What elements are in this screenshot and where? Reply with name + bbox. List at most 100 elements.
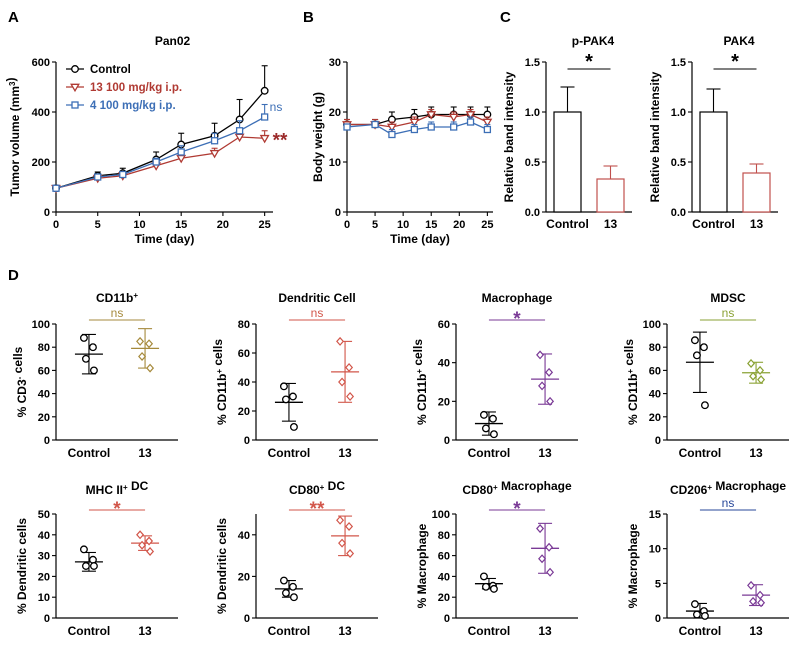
significance-label: ns <box>722 306 735 320</box>
data-point <box>538 554 547 564</box>
label-part: DC <box>324 479 345 493</box>
data-point <box>288 582 297 591</box>
y-tick-label: 30 <box>329 57 341 69</box>
data-point <box>757 375 766 385</box>
data-point <box>260 86 269 95</box>
data-point <box>749 596 758 606</box>
y-tick-label: 80 <box>438 530 450 542</box>
data-point <box>536 350 545 360</box>
y-tick-label: 20 <box>38 412 50 424</box>
x-tick-label: 0 <box>53 219 59 231</box>
y-tick-label: 0.5 <box>525 157 540 169</box>
data-point <box>700 611 709 620</box>
data-point <box>386 123 397 133</box>
label-superscript: + <box>215 369 224 374</box>
label-part: Macrophage <box>712 479 786 493</box>
y-axis-label: Tumor volume (mm3) <box>4 78 22 197</box>
y-tick-label: 0 <box>44 435 50 447</box>
y-tick-label: 0.0 <box>525 207 540 219</box>
y-tick-label: 60 <box>649 365 661 377</box>
category-label: Control <box>268 624 311 638</box>
chart-title: CD11b+ <box>96 291 138 305</box>
data-point <box>388 130 396 139</box>
data-point <box>279 576 288 585</box>
bar <box>596 178 625 213</box>
data-point <box>338 377 347 387</box>
data-point <box>79 333 88 342</box>
data-point <box>481 582 490 591</box>
y-tick-label: 80 <box>38 342 50 354</box>
label-part: % CD11b <box>215 374 229 425</box>
data-point <box>699 343 708 352</box>
x-tick-label: 5 <box>372 219 378 231</box>
scatter-chart-D8: 0 5 10 15 CD206+ Macrophage % Macrophage Contr… <box>626 479 789 638</box>
y-axis-label: % Macrophage <box>626 523 640 608</box>
data-point <box>545 367 554 377</box>
y-axis-label: % CD11b+ cells <box>211 339 229 425</box>
y-tick-label: 5 <box>655 578 661 590</box>
data-point <box>136 336 145 346</box>
data-point <box>146 363 155 373</box>
data-point <box>756 365 765 375</box>
y-tick-label: 60 <box>38 365 50 377</box>
scatter-chart-D5: 0 10 20 30 40 50 MHC II+ DC % Dendritic cells Co… <box>15 479 178 638</box>
legend-marker <box>71 65 79 73</box>
data-point <box>281 589 290 597</box>
label-part: Dendritic Cell <box>278 291 355 305</box>
category-label: 13 <box>604 217 618 231</box>
label-part: % CD3 <box>15 379 29 417</box>
data-point <box>209 149 220 159</box>
y-tick-label: 80 <box>238 319 250 331</box>
line-chart-A: 0 5 10 15 20 25 0 200 400 600 Pan02 Time (day) Tumor… <box>4 34 288 246</box>
label-superscript: + <box>133 291 138 300</box>
data-point <box>89 366 98 375</box>
data-point <box>749 371 758 381</box>
y-tick-label: 20 <box>438 592 450 604</box>
data-point <box>152 158 160 166</box>
label-part: % CD11b <box>415 374 429 425</box>
bar <box>699 111 728 213</box>
label-part: MDSC <box>710 291 746 305</box>
label-part: CD206 <box>670 483 708 497</box>
panel-label-a: A <box>8 9 19 26</box>
category-label: Control <box>679 624 722 638</box>
label-part: Macrophage <box>482 291 553 305</box>
data-point <box>81 354 90 363</box>
data-point <box>483 125 492 134</box>
x-tick-label: 20 <box>453 219 465 231</box>
label-part: DC <box>128 479 149 493</box>
data-point <box>88 555 97 564</box>
line-chart-B: 0 5 10 15 20 25 0 10 20 30 Time (day) Body weight (… <box>311 57 494 246</box>
label-part: Tumor volume (mm <box>8 86 22 196</box>
data-point <box>536 524 545 534</box>
label-part: ) <box>4 78 18 82</box>
data-point <box>692 351 701 360</box>
y-tick-label: 20 <box>238 406 250 418</box>
label-superscript: + <box>626 369 635 374</box>
label-superscript: + <box>493 483 498 492</box>
x-tick-label: 20 <box>217 219 229 231</box>
data-point <box>346 391 355 402</box>
chart-title: PAK4 <box>723 34 754 48</box>
label-part: % Dendritic cells <box>215 518 229 614</box>
y-tick-label: 10 <box>649 544 661 556</box>
category-label: 13 <box>749 624 763 638</box>
panel-label-c: C <box>500 9 511 26</box>
y-tick-label: 1.5 <box>525 57 540 69</box>
label-superscript: - <box>15 376 24 379</box>
data-point <box>138 351 147 361</box>
data-point <box>136 530 145 540</box>
y-tick-label: 0 <box>335 207 341 219</box>
data-point <box>692 610 701 619</box>
data-point <box>489 430 498 439</box>
y-tick-label: 10 <box>38 592 50 604</box>
legend-label: 13 100 mg/kg i.p. <box>90 82 182 94</box>
y-tick-label: 40 <box>438 571 450 583</box>
category-label: 13 <box>338 624 352 638</box>
data-point <box>336 515 345 525</box>
label-part: Macrophage <box>498 479 572 493</box>
y-tick-label: 40 <box>38 530 50 542</box>
y-tick-label: 30 <box>38 551 50 563</box>
data-point <box>489 584 498 593</box>
